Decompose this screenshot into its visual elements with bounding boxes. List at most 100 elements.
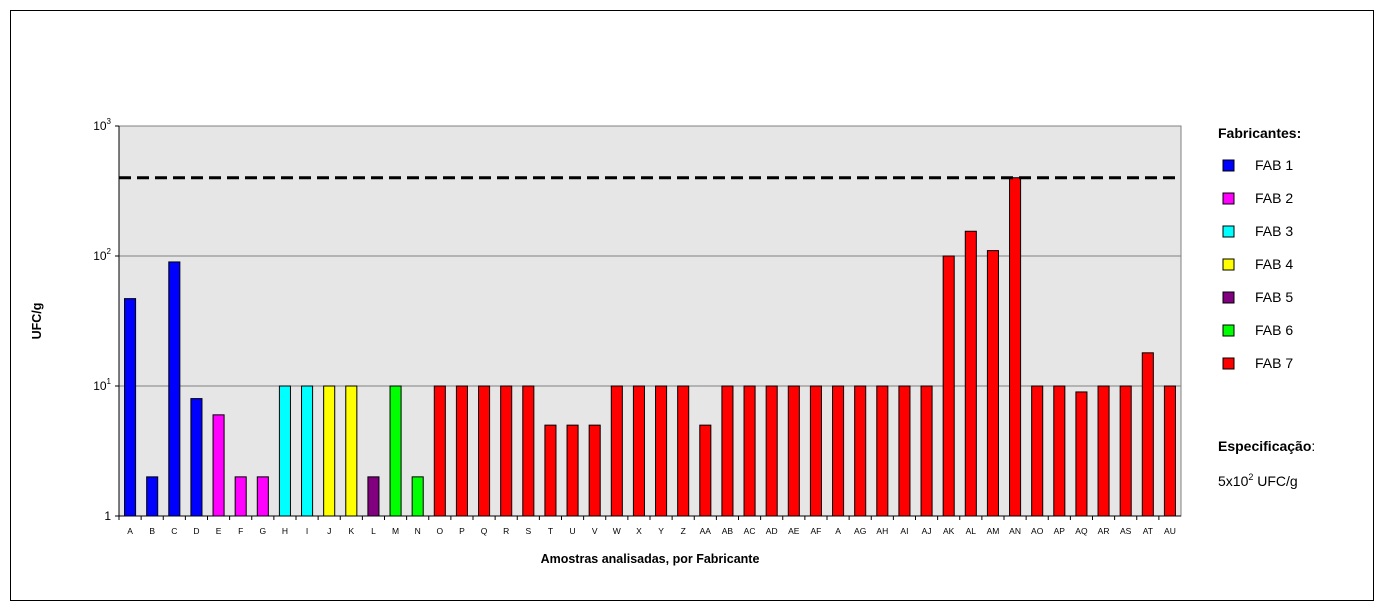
x-tick-label: AK [943, 526, 955, 536]
bar [168, 261, 181, 517]
bar [566, 424, 579, 517]
bar [1009, 177, 1022, 517]
bar [433, 385, 446, 517]
x-tick-label: AG [854, 526, 866, 536]
legend-label: FAB 7 [1255, 355, 1293, 371]
bar [1031, 385, 1044, 517]
y-tick-base: 10 [93, 249, 107, 263]
bar [323, 385, 336, 517]
bar [1163, 385, 1176, 517]
bar [743, 385, 756, 517]
legend-label: FAB 5 [1255, 289, 1293, 305]
bar [655, 385, 668, 517]
x-tick-label: AP [1054, 526, 1066, 536]
legend-label: FAB 1 [1255, 157, 1293, 173]
bar [1097, 385, 1110, 517]
bar [876, 385, 889, 517]
x-tick-label: A [835, 526, 841, 536]
x-tick-label: AT [1143, 526, 1153, 536]
x-tick-label: AA [700, 526, 712, 536]
bar [632, 385, 645, 517]
x-tick-label: AM [987, 526, 1000, 536]
legend-title: Fabricantes: [1218, 125, 1301, 141]
x-tick-label: V [592, 526, 598, 536]
y-tick-label: 102 [93, 247, 111, 263]
x-tick-label: Y [658, 526, 664, 536]
y-tick-base: 10 [93, 379, 107, 393]
x-tick-label: H [282, 526, 288, 536]
x-tick-label: E [216, 526, 222, 536]
x-tick-label: AL [966, 526, 977, 536]
specification-title: Especificação: [1218, 438, 1315, 454]
y-axis-title: UFC/g [30, 303, 44, 340]
bar [942, 255, 955, 517]
legend-swatch [1222, 192, 1235, 205]
x-tick-label: AB [722, 526, 734, 536]
bar [1141, 352, 1154, 517]
bar [212, 414, 225, 517]
x-tick-label: T [548, 526, 553, 536]
bar [854, 385, 867, 517]
bar [522, 385, 535, 517]
legend-label: FAB 6 [1255, 322, 1293, 338]
bar [610, 385, 623, 517]
bar [677, 385, 690, 517]
x-tick-label: F [238, 526, 243, 536]
x-tick-label: Q [481, 526, 488, 536]
x-tick-label: AH [876, 526, 888, 536]
bar [699, 424, 712, 517]
x-axis-ticks: A B C D E F G H I J K L M N O P Q R S T U V W X Y Z AA AB AC AD AE AF A A… [118, 515, 1181, 536]
x-tick-label: W [613, 526, 621, 536]
legend-label: FAB 4 [1255, 256, 1293, 272]
bar [234, 476, 247, 517]
bar [832, 385, 845, 517]
bar [787, 385, 800, 517]
bar [411, 476, 424, 517]
y-tick-exp: 1 [107, 377, 112, 386]
x-tick-label: U [569, 526, 575, 536]
x-tick-label: AD [766, 526, 778, 536]
y-tick-base: 1 [104, 509, 111, 523]
x-tick-label: AC [744, 526, 756, 536]
x-tick-label: AQ [1075, 526, 1088, 536]
bar [721, 385, 734, 517]
bar [588, 424, 601, 517]
specification-value-exp: 2 [1248, 472, 1253, 482]
x-tick-label: I [306, 526, 308, 536]
x-tick-label: G [260, 526, 267, 536]
bar [544, 424, 557, 517]
x-tick-label: R [503, 526, 509, 536]
bar [964, 230, 977, 517]
x-tick-label: O [437, 526, 444, 536]
legend-swatch [1222, 225, 1235, 238]
x-tick-label: Z [681, 526, 686, 536]
x-tick-label: X [636, 526, 642, 536]
chart-frame: 1 101 102 103 A B C D E F G H I J K L M N O P Q R S T U V W X Y Z AA A… [10, 10, 1374, 601]
legend-swatch [1222, 258, 1235, 271]
x-tick-label: S [525, 526, 531, 536]
bar [146, 476, 159, 517]
x-tick-label: AI [900, 526, 908, 536]
bars [124, 177, 1176, 517]
gridlines [119, 255, 1181, 387]
legend: Fabricantes: FAB 1 FAB 2 FAB 3 FAB 4 FAB 5 FA… [1218, 125, 1301, 371]
bar [920, 385, 933, 517]
bar [765, 385, 778, 517]
bar [455, 385, 468, 517]
legend-swatch [1222, 159, 1235, 172]
bar [1053, 385, 1066, 517]
specification-colon: : [1311, 438, 1315, 454]
x-axis-title: Amostras analisadas, por Fabricante [541, 552, 760, 566]
x-tick-label: L [371, 526, 376, 536]
x-tick-label: D [193, 526, 199, 536]
bar [898, 385, 911, 517]
legend-swatch [1222, 324, 1235, 337]
x-tick-label: N [415, 526, 421, 536]
specification-value: 5x102 UFC/g [1218, 472, 1298, 489]
plot-area [118, 125, 1182, 517]
x-tick-label: AO [1031, 526, 1044, 536]
y-tick-exp: 2 [107, 247, 112, 256]
x-tick-label: AR [1098, 526, 1110, 536]
